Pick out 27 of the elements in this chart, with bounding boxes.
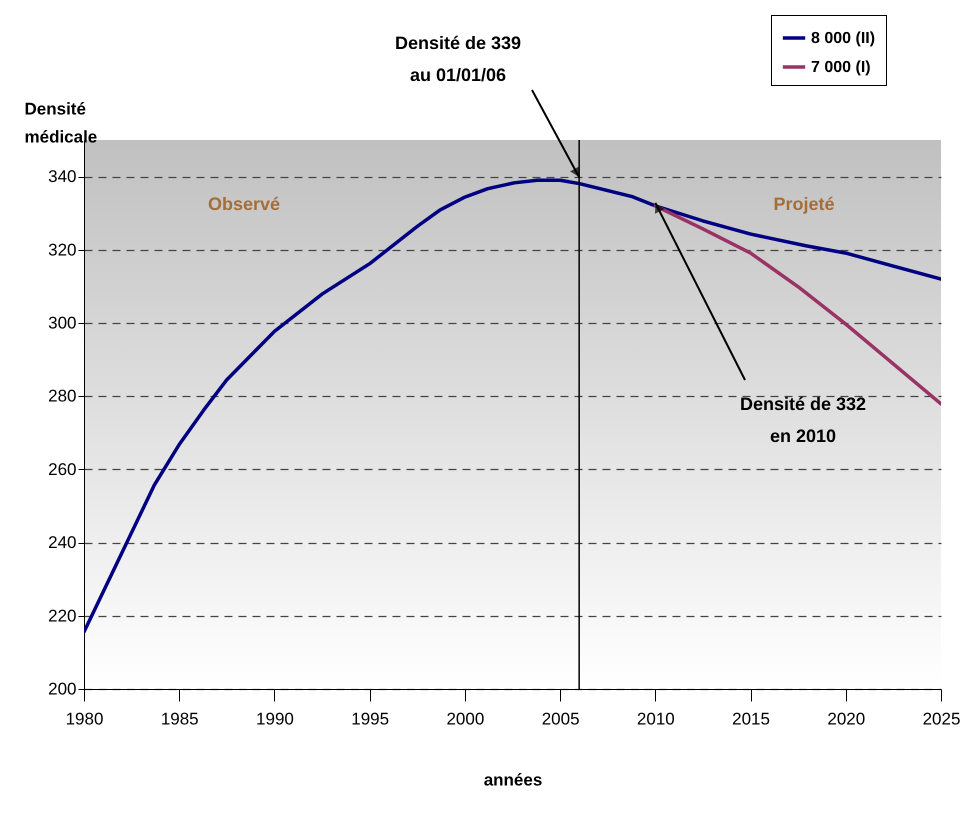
legend-label: 8 000 (II) [811,30,876,47]
x-tick-label: 2020 [827,710,866,728]
x-tick-label: 2000 [446,710,484,728]
annotation: Observé [208,194,280,214]
y-tick-label: 280 [48,386,76,406]
x-tick-label: 1995 [351,710,390,728]
x-tick-label: 2005 [542,710,580,728]
line-series [84,178,941,634]
x-tick-label: 2025 [922,710,960,728]
y-tick-label: 260 [48,460,76,479]
annotation: Projeté [773,194,835,214]
y-tick-label: 200 [48,680,76,698]
x-tick-label: 1980 [66,710,104,728]
x-tick-label: 1985 [160,710,199,728]
y-tick-label: 320 [48,240,76,260]
y-tick-label: 340 [48,167,76,186]
x-tick-label: 2010 [636,710,675,728]
y-axis-title: Densité médicale [24,100,98,146]
annotation: Densité de 339 au 01/01/06 [394,33,522,85]
legend-label: 7 000 (I) [811,59,871,76]
x-axis-title: années [484,770,542,790]
annotation: Densité de 332 en 2010 [740,394,866,446]
x-tick-label: 2015 [732,710,770,728]
y-tick-label: 220 [48,606,76,626]
y-tick-label: 240 [48,533,76,552]
x-tick-label: 1990 [256,710,294,728]
y-tick-label: 300 [48,314,76,332]
